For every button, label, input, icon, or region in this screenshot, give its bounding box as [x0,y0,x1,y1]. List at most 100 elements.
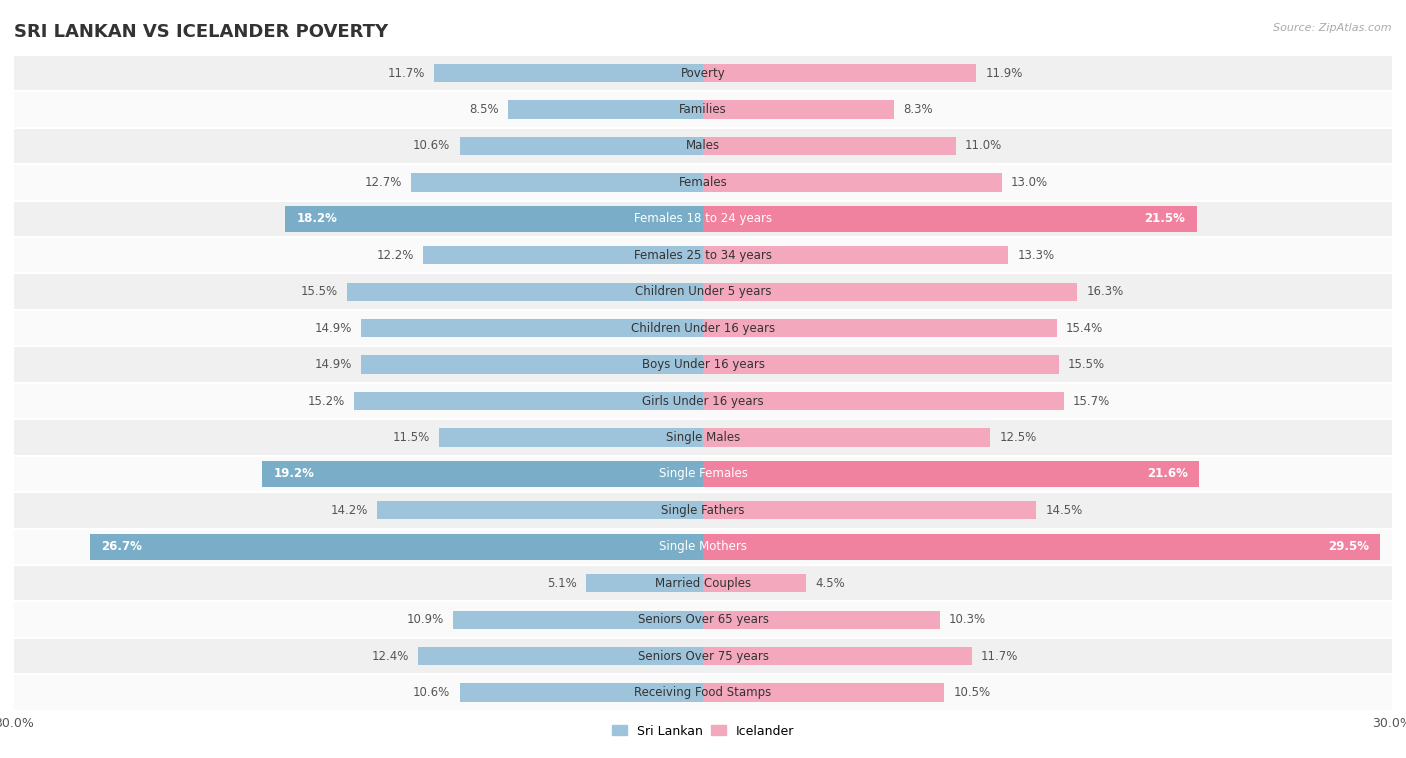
Bar [703,205,1197,232]
Bar [14,201,1392,237]
Text: 11.9%: 11.9% [986,67,1022,80]
Bar [14,346,1392,383]
Bar [703,647,972,666]
Text: Females: Females [679,176,727,189]
Text: 21.5%: 21.5% [1144,212,1185,225]
Bar [14,528,1392,565]
Text: 11.7%: 11.7% [388,67,425,80]
Bar [703,534,1381,560]
Text: 15.2%: 15.2% [308,394,344,408]
Text: 18.2%: 18.2% [297,212,337,225]
Text: Seniors Over 65 years: Seniors Over 65 years [637,613,769,626]
Bar [14,274,1392,310]
Bar [354,392,703,410]
Text: Boys Under 16 years: Boys Under 16 years [641,358,765,371]
Bar [14,492,1392,528]
Text: 14.2%: 14.2% [330,504,368,517]
Text: 14.5%: 14.5% [1045,504,1083,517]
Bar [14,601,1392,637]
Bar [262,461,703,487]
Text: Single Mothers: Single Mothers [659,540,747,553]
Bar [453,610,703,628]
Text: SRI LANKAN VS ICELANDER POVERTY: SRI LANKAN VS ICELANDER POVERTY [14,23,388,41]
Text: 16.3%: 16.3% [1087,285,1123,298]
Bar [703,64,976,82]
Text: 12.2%: 12.2% [377,249,413,262]
Bar [14,383,1392,419]
Bar [14,565,1392,601]
Text: 5.1%: 5.1% [547,577,576,590]
Bar [285,205,703,232]
Legend: Sri Lankan, Icelander: Sri Lankan, Icelander [607,719,799,743]
Text: Children Under 16 years: Children Under 16 years [631,321,775,334]
Text: 12.4%: 12.4% [371,650,409,662]
Bar [703,174,1001,192]
Bar [14,675,1392,711]
Bar [14,419,1392,456]
Text: 10.6%: 10.6% [413,139,450,152]
Bar [439,428,703,446]
Text: 8.3%: 8.3% [903,103,932,116]
Text: Females 18 to 24 years: Females 18 to 24 years [634,212,772,225]
Bar [377,501,703,519]
Text: 19.2%: 19.2% [274,468,315,481]
Bar [347,283,703,301]
Bar [703,501,1036,519]
Text: 29.5%: 29.5% [1329,540,1369,553]
Text: Children Under 5 years: Children Under 5 years [634,285,772,298]
Text: Girls Under 16 years: Girls Under 16 years [643,394,763,408]
Bar [90,534,703,560]
Text: Source: ZipAtlas.com: Source: ZipAtlas.com [1274,23,1392,33]
Bar [418,647,703,666]
Text: 11.0%: 11.0% [965,139,1002,152]
Text: Males: Males [686,139,720,152]
Bar [460,137,703,155]
Text: 10.3%: 10.3% [949,613,986,626]
Bar [460,684,703,702]
Bar [361,319,703,337]
Bar [14,237,1392,274]
Bar [703,100,894,119]
Text: 11.7%: 11.7% [981,650,1018,662]
Text: 11.5%: 11.5% [392,431,430,444]
Text: Families: Families [679,103,727,116]
Text: 13.0%: 13.0% [1011,176,1047,189]
Text: 10.5%: 10.5% [953,686,990,699]
Text: Receiving Food Stamps: Receiving Food Stamps [634,686,772,699]
Bar [703,319,1057,337]
Bar [14,128,1392,164]
Text: 15.4%: 15.4% [1066,321,1104,334]
Bar [412,174,703,192]
Text: Seniors Over 75 years: Seniors Over 75 years [637,650,769,662]
Text: Females 25 to 34 years: Females 25 to 34 years [634,249,772,262]
Bar [703,283,1077,301]
Text: 8.5%: 8.5% [470,103,499,116]
Bar [703,392,1063,410]
Text: Single Males: Single Males [666,431,740,444]
Bar [703,137,956,155]
Bar [361,356,703,374]
Bar [14,164,1392,201]
Bar [703,356,1059,374]
Bar [586,574,703,592]
Text: 15.5%: 15.5% [1069,358,1105,371]
Bar [14,55,1392,91]
Bar [423,246,703,265]
Bar [14,310,1392,346]
Text: 10.9%: 10.9% [406,613,443,626]
Text: 4.5%: 4.5% [815,577,845,590]
Bar [703,684,945,702]
Bar [508,100,703,119]
Text: Single Fathers: Single Fathers [661,504,745,517]
Bar [703,574,807,592]
Text: 15.5%: 15.5% [301,285,337,298]
Text: 14.9%: 14.9% [315,321,352,334]
Text: 21.6%: 21.6% [1147,468,1188,481]
Text: 14.9%: 14.9% [315,358,352,371]
Text: 15.7%: 15.7% [1073,394,1109,408]
Text: Single Females: Single Females [658,468,748,481]
Text: 12.7%: 12.7% [364,176,402,189]
Bar [703,610,939,628]
Bar [14,456,1392,492]
Text: 10.6%: 10.6% [413,686,450,699]
